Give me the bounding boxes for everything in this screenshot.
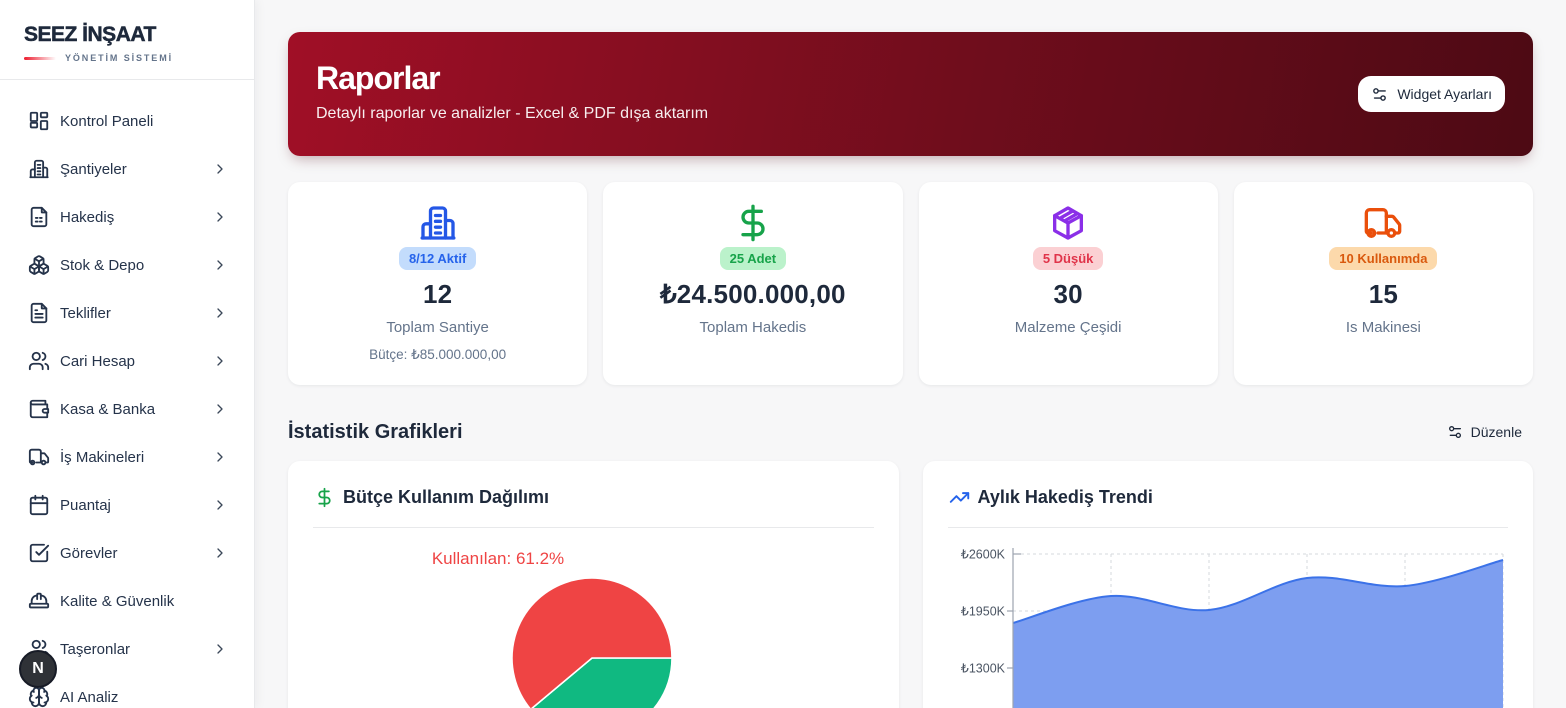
svg-text:₺2600K: ₺2600K [960, 548, 1005, 562]
svg-text:₺1300K: ₺1300K [960, 662, 1005, 676]
svg-text:₺1950K: ₺1950K [960, 605, 1005, 619]
